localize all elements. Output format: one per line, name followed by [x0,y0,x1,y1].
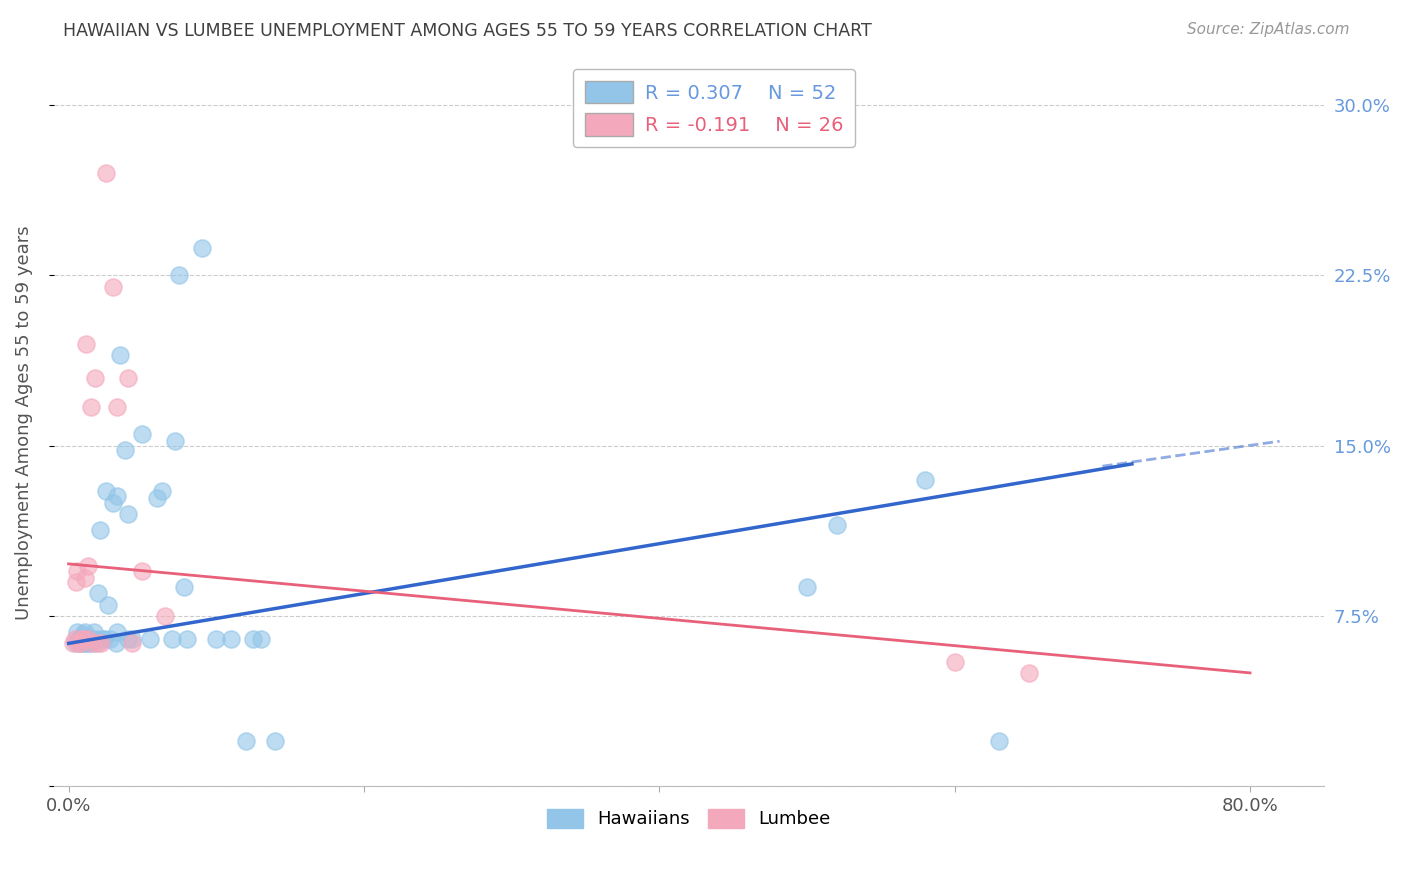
Point [105,489,128,503]
Point [73,570,96,584]
Point [114,443,136,458]
Point [131,427,153,442]
Point [87,636,110,650]
Point [62,636,84,650]
Point [70,632,93,646]
Point [943,655,966,669]
Point [101,279,124,293]
Point [82,632,104,646]
Point [235,734,257,748]
Text: Source: ZipAtlas.com: Source: ZipAtlas.com [1187,22,1350,37]
Point [105,625,128,640]
Point [89,523,111,537]
Point [93,632,115,646]
Point [87,586,110,600]
Point [131,564,153,578]
Point [82,636,104,650]
Point [150,484,173,499]
Point [91,632,114,646]
Point [98,632,121,646]
Legend: Hawaiians, Lumbee: Hawaiians, Lumbee [540,802,838,836]
Point [77,632,100,646]
Point [94,484,117,499]
Point [72,636,94,650]
Point [76,636,98,650]
Point [117,507,139,521]
Point [264,734,287,748]
Point [117,632,139,646]
Point [146,491,169,505]
Text: HAWAIIAN VS LUMBEE UNEMPLOYMENT AMONG AGES 55 TO 59 YEARS CORRELATION CHART: HAWAIIAN VS LUMBEE UNEMPLOYMENT AMONG AG… [63,22,872,40]
Point [63,632,86,646]
Point [914,473,936,487]
Point [76,632,98,646]
Point [988,734,1011,748]
Point [796,580,818,594]
Point [72,632,94,646]
Point [163,434,186,449]
Point [219,632,242,646]
Point [825,518,848,533]
Point [153,609,176,624]
Point [190,241,212,255]
Point [110,348,132,362]
Point [139,632,162,646]
Point [69,636,91,650]
Point [1018,665,1040,680]
Point [76,559,98,574]
Point [84,636,107,650]
Y-axis label: Unemployment Among Ages 55 to 59 years: Unemployment Among Ages 55 to 59 years [15,226,32,620]
Point [80,400,103,414]
Point [69,636,91,650]
Point [86,632,108,646]
Point [70,636,93,650]
Point [80,636,103,650]
Point [121,632,143,646]
Point [72,627,94,641]
Point [169,268,191,283]
Point [104,636,127,650]
Point [83,625,105,640]
Point [249,632,271,646]
Point [97,598,120,612]
Point [105,400,128,414]
Point [75,336,97,351]
Point [90,636,112,650]
Point [75,636,97,650]
Point [101,495,124,509]
Point [66,564,89,578]
Point [67,636,90,650]
Point [66,625,89,640]
Point [84,370,107,384]
Point [94,166,117,180]
Point [173,580,195,594]
Point [65,575,87,590]
Point [67,632,90,646]
Point [65,636,87,650]
Point [73,625,96,640]
Point [205,632,228,646]
Point [121,636,143,650]
Point [242,632,264,646]
Point [160,632,183,646]
Point [117,370,139,384]
Point [176,632,198,646]
